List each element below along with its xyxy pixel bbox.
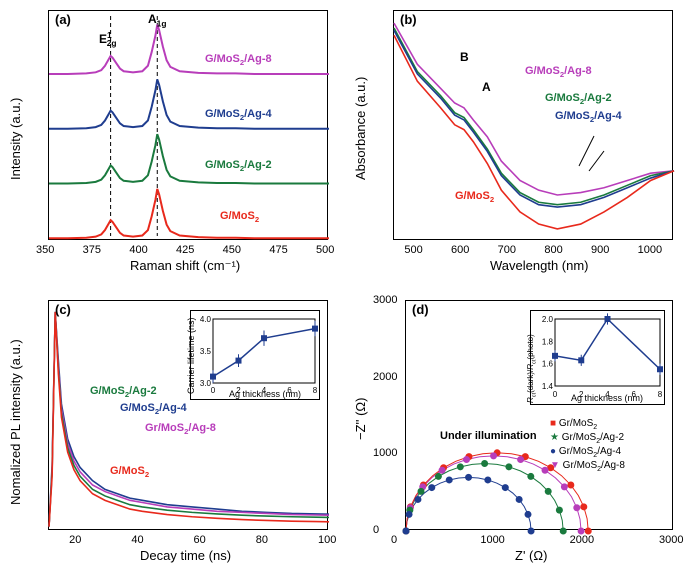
svg-text:1.4: 1.4 <box>542 382 554 391</box>
plot-area-a <box>48 10 328 240</box>
xlabel-a: Raman shift (cm⁻¹) <box>130 258 240 274</box>
ylabel-b: Absorbance (a.u.) <box>353 77 368 180</box>
ylabel-d: −Z'' (Ω) <box>353 398 368 441</box>
leg-b-0: G/MoS2/Ag-8 <box>525 65 592 79</box>
leg-b-3: G/MoS2 <box>455 190 494 204</box>
series-a-0: G/MoS2/Ag-8 <box>205 53 272 67</box>
leg-c-3: G/MoS2 <box>110 465 149 479</box>
xlabel-c: Decay time (ns) <box>140 548 231 563</box>
leg-c-2: Gr/MoS2/Ag-8 <box>145 422 216 436</box>
svg-text:0: 0 <box>211 386 216 395</box>
under-illum: Under illumination <box>440 430 537 442</box>
feature-b: B <box>460 50 469 64</box>
series-a-3: G/MoS2 <box>220 210 259 224</box>
ylabel-c: Nomalized PL intensity (a.u.) <box>8 339 23 505</box>
series-a-1: G/MoS2/Ag-4 <box>205 108 272 122</box>
panel-d: (d) Under illumination −Z'' (Ω) Z' (Ω) 0… <box>345 290 685 570</box>
feature-a: A <box>482 80 491 94</box>
panel-label-a: (a) <box>55 12 71 27</box>
ylabel-a: Intensity (a.u.) <box>8 98 23 180</box>
leg-c-1: G/MoS2/Ag-4 <box>120 402 187 416</box>
inset-d: 024681.41.61.82.0 Rct(dark)/Rct(photo) A… <box>530 310 665 405</box>
series-a-2: G/MoS2/Ag-2 <box>205 159 272 173</box>
leg-c-0: G/MoS2/Ag-2 <box>90 385 157 399</box>
panel-a: (a) E12g A1g G/MoS2/Ag-8 G/MoS2/Ag-4 G/M… <box>0 0 340 280</box>
inset-d-xlabel: Ag thickness (nm) <box>571 393 643 403</box>
svg-text:1.6: 1.6 <box>542 360 554 369</box>
inset-c-xlabel: Ag thickness (nm) <box>229 389 301 399</box>
peak-a1g: A1g <box>148 12 166 28</box>
inset-c-ylabel: Carrier lifetime (ns) <box>186 317 196 394</box>
peak-e2g: E12g <box>99 30 116 48</box>
panel-c: (c) G/MoS2/Ag-2 G/MoS2/Ag-4 Gr/MoS2/Ag-8… <box>0 290 340 570</box>
panel-label-c: (c) <box>55 302 71 317</box>
leg-b-2: G/MoS2/Ag-4 <box>555 110 622 124</box>
svg-text:3.0: 3.0 <box>200 379 212 388</box>
panel-label-d: (d) <box>412 302 429 317</box>
svg-text:8: 8 <box>658 390 663 399</box>
xlabel-d: Z' (Ω) <box>515 548 547 563</box>
svg-text:2.0: 2.0 <box>542 315 554 324</box>
svg-text:3.5: 3.5 <box>200 347 212 356</box>
panel-b: (b) B A G/MoS2/Ag-8 G/MoS2/Ag-2 G/MoS2/A… <box>345 0 685 280</box>
legend-d: ■ Gr/MoS2 ★ Gr/MoS2/Ag-2 ● Gr/MoS2/Ag-4 … <box>550 418 625 473</box>
xlabel-b: Wavelength (nm) <box>490 258 589 273</box>
plot-area-b <box>393 10 673 240</box>
svg-text:8: 8 <box>313 386 318 395</box>
svg-text:1.8: 1.8 <box>542 337 554 346</box>
panel-label-b: (b) <box>400 12 417 27</box>
inset-d-ylabel: Rct(dark)/Rct(photo) <box>526 334 538 403</box>
inset-c: 024683.03.54.0 Carrier lifetime (ns) Ag … <box>190 310 320 400</box>
leg-b-1: G/MoS2/Ag-2 <box>545 92 612 106</box>
svg-text:4.0: 4.0 <box>200 315 212 324</box>
svg-text:0: 0 <box>553 390 558 399</box>
